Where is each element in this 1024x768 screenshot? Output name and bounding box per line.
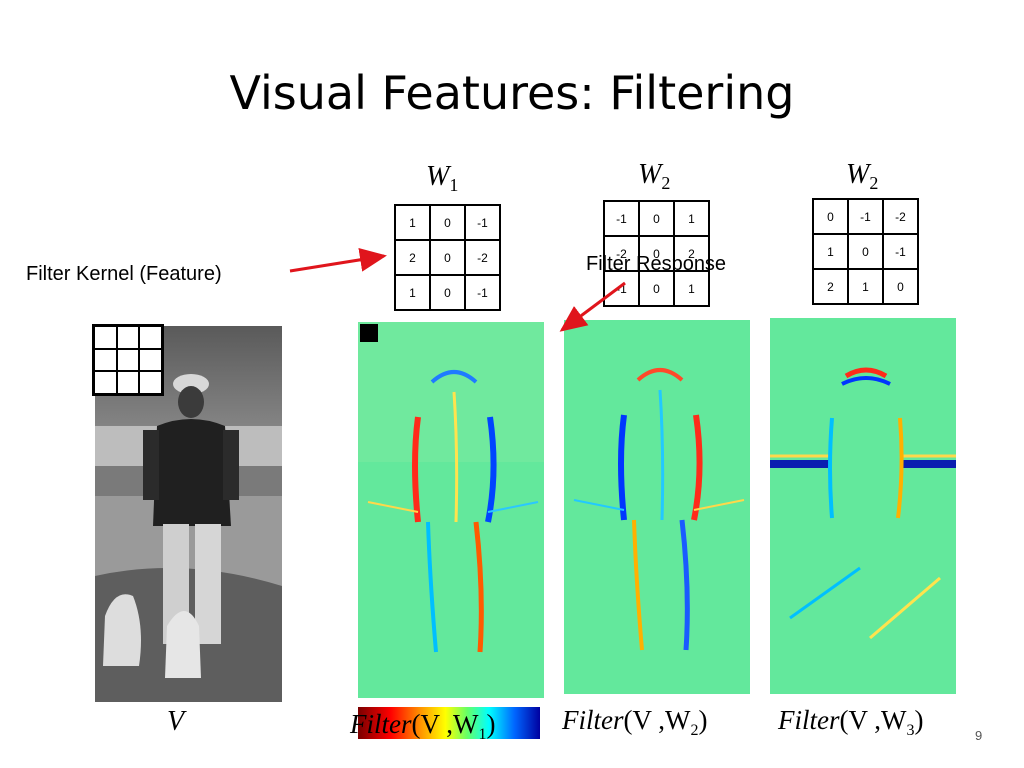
kernel-cell: -1 [464,204,501,241]
kernel-cell: 0 [812,198,849,235]
kernel-cell: 1 [673,270,710,307]
kernel-cell: 0 [882,268,919,305]
kernel-cell: 2 [394,239,431,276]
kernel-cell: -1 [603,200,640,237]
filter-response-3-graphic [770,318,956,694]
kernel-cell: 0 [429,239,466,276]
filter-response-1 [358,322,544,698]
filter-response-2 [564,320,750,694]
kernel-cell: 1 [673,200,710,237]
filter-response-3 [770,318,956,694]
kernel-matrix-2: -1 0 1 -2 0 2 -1 0 1 [603,200,710,307]
kernel-cell: -2 [882,198,919,235]
kernel-cell: -1 [882,233,919,270]
filter-response-2-graphic [564,320,750,694]
kernel-cell: 0 [638,200,675,237]
kernel-cell: 0 [429,204,466,241]
input-image-graphic [95,326,282,702]
kernel-cell: -1 [847,198,884,235]
kernel-cell: -1 [603,270,640,307]
kernel-cell: 2 [673,235,710,272]
kernel-cell: 1 [812,233,849,270]
input-image [95,326,282,702]
kernel-cell: 1 [394,274,431,311]
response-caption: Filter Response [586,253,727,275]
kernel-cell: -2 [464,239,501,276]
kernel-cell: 0 [638,270,675,307]
kernel-cell: -2 [603,235,640,272]
slide-title: Visual Features: Filtering [229,66,795,120]
filter-response-1-graphic [358,322,544,698]
kernel-cell: -1 [464,274,501,311]
response-arrow [559,281,626,332]
kernel-cell: 0 [429,274,466,311]
kernel-cell: 0 [638,235,675,272]
kernel-position-marker [360,324,378,342]
kernel-cell: 2 [812,268,849,305]
kernel-arrow [289,247,387,273]
kernel-window-grid [92,324,164,396]
formula-3: Filter(V ,W3) [778,705,924,739]
kernel-matrix-1: 1 0 -1 2 0 -2 1 0 -1 [394,204,501,311]
formula-2: Filter(V ,W2) [562,705,708,739]
kernel-cell: 1 [394,204,431,241]
kernel-label-1: W1 [426,161,459,196]
kernel-caption: Filter Kernel (Feature) [26,263,222,285]
kernel-cell: 1 [847,268,884,305]
kernel-label-2: W2 [638,159,671,194]
kernel-cell: 0 [847,233,884,270]
input-symbol: V [167,706,185,737]
kernel-label-3: W2 [846,159,879,194]
colorbar [358,707,540,739]
slide-number: 9 [975,728,983,743]
formula-1: Filter(V ,W1) [350,709,496,743]
